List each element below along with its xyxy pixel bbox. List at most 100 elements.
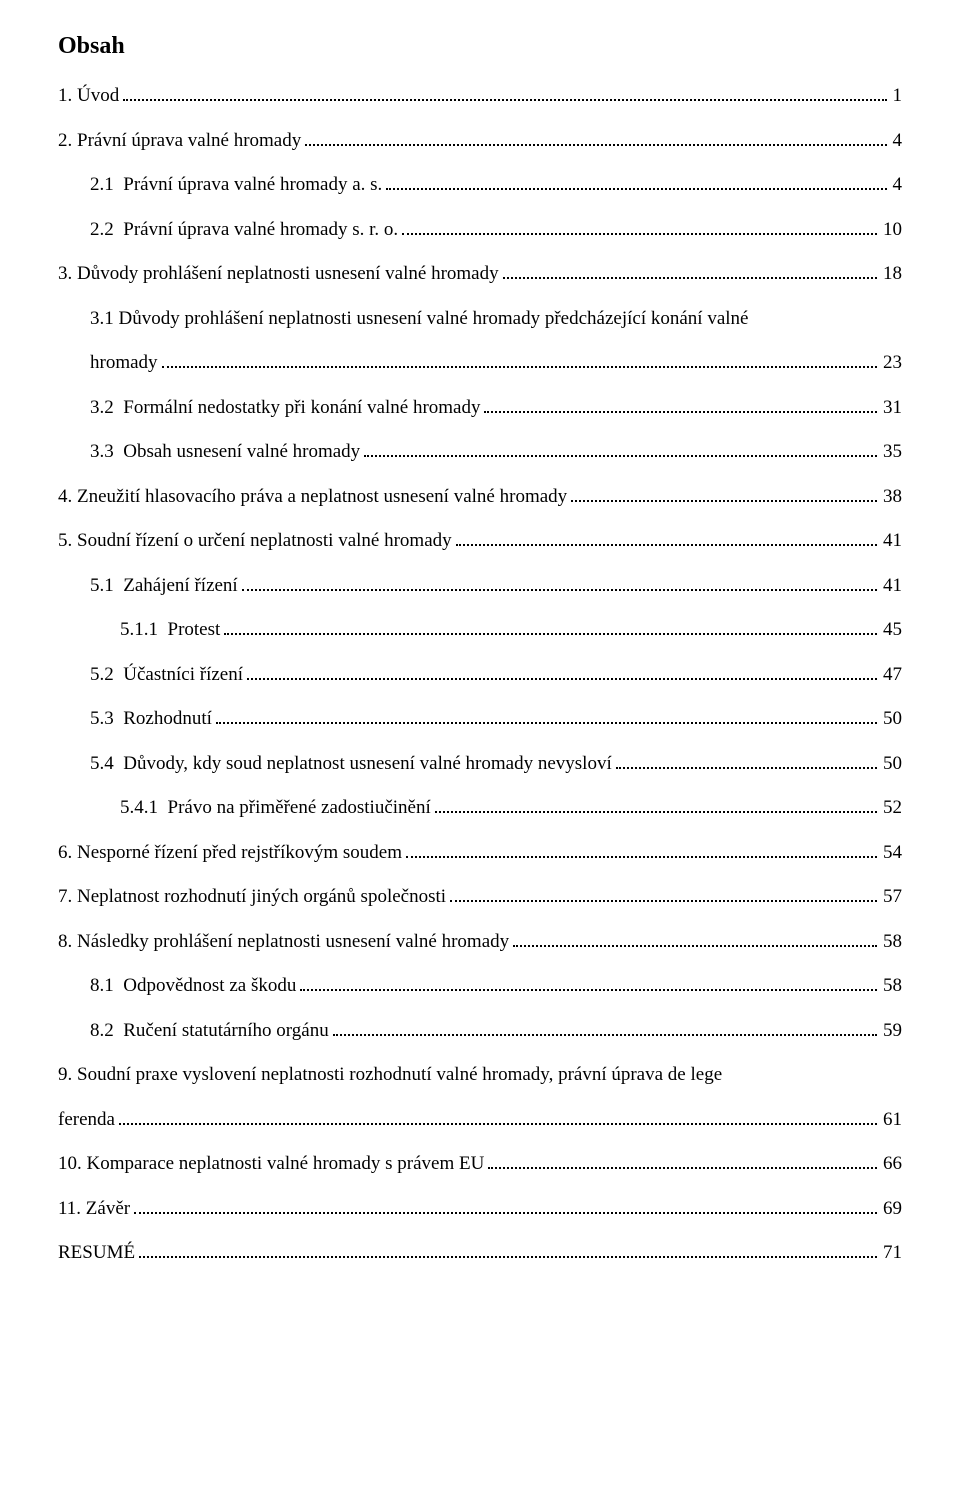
toc-entry: 3. Důvody prohlášení neplatnosti usnesen…: [58, 260, 902, 289]
toc-entry: 5.2 Účastníci řízení 47: [58, 661, 902, 690]
toc-entry-text: 11. Závěr: [58, 1195, 130, 1224]
toc-entry: 2. Právní úprava valné hromady 4: [58, 127, 902, 156]
toc-leader-dots: [123, 84, 886, 101]
toc-entry-page: 47: [881, 661, 902, 690]
toc-entry-page: 31: [881, 394, 902, 423]
toc-entry-page: 71: [881, 1239, 902, 1268]
toc-entry: 8.1 Odpovědnost za škodu 58: [58, 972, 902, 1001]
toc-leader-dots: [119, 1107, 877, 1124]
toc-entry: 11. Závěr 69: [58, 1195, 902, 1224]
toc-entry: 5.4.1 Právo na přiměřené zadostiučinění 5…: [58, 794, 902, 823]
toc-entry-page: 58: [881, 928, 902, 957]
toc-entry: 8.2 Ručení statutárního orgánu 59: [58, 1017, 902, 1046]
toc-leader-dots: [513, 929, 877, 946]
toc-leader-dots: [616, 751, 877, 768]
toc-entry-page: 38: [881, 483, 902, 512]
toc-entry: 3.1 Důvody prohlášení neplatnosti usnese…: [58, 305, 902, 378]
toc-entry-text: 5. Soudní řízení o určení neplatnosti va…: [58, 527, 452, 556]
toc-entry-text: 3.2 Formální nedostatky při konání valné…: [90, 394, 480, 423]
toc-entry-page: 66: [881, 1150, 902, 1179]
toc-entry: 5.1.1 Protest 45: [58, 616, 902, 645]
toc-entry: 7. Neplatnost rozhodnutí jiných orgánů s…: [58, 883, 902, 912]
toc-entry-text: 5.3 Rozhodnutí: [90, 705, 212, 734]
toc-entry-text: 3. Důvody prohlášení neplatnosti usnesen…: [58, 260, 499, 289]
toc-title: Obsah: [58, 28, 902, 64]
toc-entry-line2-row: hromady23: [90, 349, 902, 378]
toc-entry-page: 59: [881, 1017, 902, 1046]
toc-entry-text: 2. Právní úprava valné hromady: [58, 127, 301, 156]
toc-entry: 1. Úvod1: [58, 82, 902, 111]
toc-entry-text: 5.4.1 Právo na přiměřené zadostiučinění: [120, 794, 431, 823]
toc-entry: 3.2 Formální nedostatky při konání valné…: [58, 394, 902, 423]
toc-entry-text: 5.1 Zahájení řízení: [90, 572, 238, 601]
toc-leader-dots: [456, 529, 877, 546]
toc-leader-dots: [503, 262, 877, 279]
toc-entry-text-line2: ferenda: [58, 1106, 115, 1135]
toc-entry: 2.2 Právní úprava valné hromady s. r. o.…: [58, 216, 902, 245]
toc-leader-dots: [134, 1196, 877, 1213]
toc-leader-dots: [364, 440, 877, 457]
toc-leader-dots: [333, 1018, 877, 1035]
toc-container: 1. Úvod12. Právní úprava valné hromady42…: [58, 82, 902, 1268]
toc-entry: 5.3 Rozhodnutí 50: [58, 705, 902, 734]
toc-entry-page: 52: [881, 794, 902, 823]
toc-entry-page: 50: [881, 750, 902, 779]
toc-entry-text: 2.1 Právní úprava valné hromady a. s.: [90, 171, 382, 200]
toc-entry-text: 2.2 Právní úprava valné hromady s. r. o.: [90, 216, 398, 245]
toc-leader-dots: [484, 395, 877, 412]
toc-entry: 5.4 Důvody, kdy soud neplatnost usnesení…: [58, 750, 902, 779]
toc-entry-page: 54: [881, 839, 902, 868]
toc-entry-text: 4. Zneužití hlasovacího práva a neplatno…: [58, 483, 567, 512]
toc-entry: RESUMÉ 71: [58, 1239, 902, 1268]
toc-entry-page: 18: [881, 260, 902, 289]
toc-entry: 4. Zneužití hlasovacího práva a neplatno…: [58, 483, 902, 512]
toc-entry: 5.1 Zahájení řízení 41: [58, 572, 902, 601]
toc-entry-line2-row: ferenda 61: [58, 1106, 902, 1135]
toc-entry-text: 6. Nesporné řízení před rejstříkovým sou…: [58, 839, 402, 868]
toc-leader-dots: [139, 1241, 877, 1258]
toc-entry-text: 5.1.1 Protest: [120, 616, 220, 645]
toc-leader-dots: [305, 128, 886, 145]
toc-entry-page: 4: [891, 171, 903, 200]
toc-entry-page: 10: [881, 216, 902, 245]
toc-entry-text-line1: 9. Soudní praxe vyslovení neplatnosti ro…: [58, 1061, 902, 1090]
toc-entry: 10. Komparace neplatnosti valné hromady …: [58, 1150, 902, 1179]
toc-entry-page: 41: [881, 572, 902, 601]
toc-entry-text: 8. Následky prohlášení neplatnosti usnes…: [58, 928, 509, 957]
toc-entry-text: 7. Neplatnost rozhodnutí jiných orgánů s…: [58, 883, 446, 912]
toc-leader-dots: [571, 484, 877, 501]
toc-entry-page: 41: [881, 527, 902, 556]
toc-entry-page: 57: [881, 883, 902, 912]
toc-entry-text: RESUMÉ: [58, 1239, 135, 1268]
toc-leader-dots: [162, 351, 877, 368]
toc-entry-page: 61: [881, 1106, 902, 1135]
toc-entry-page: 1: [891, 82, 903, 111]
toc-entry-text: 8.2 Ručení statutárního orgánu: [90, 1017, 329, 1046]
toc-leader-dots: [216, 707, 877, 724]
toc-entry: 9. Soudní praxe vyslovení neplatnosti ro…: [58, 1061, 902, 1134]
toc-entry-page: 69: [881, 1195, 902, 1224]
toc-leader-dots: [435, 796, 877, 813]
toc-entry-text: 5.2 Účastníci řízení: [90, 661, 243, 690]
toc-leader-dots: [247, 662, 877, 679]
toc-leader-dots: [406, 840, 877, 857]
toc-entry-page: 50: [881, 705, 902, 734]
toc-leader-dots: [224, 618, 877, 635]
toc-entry-text: 3.3 Obsah usnesení valné hromady: [90, 438, 360, 467]
toc-entry-page: 23: [881, 349, 902, 378]
toc-entry-page: 58: [881, 972, 902, 1001]
toc-leader-dots: [386, 173, 886, 190]
toc-entry-page: 4: [891, 127, 903, 156]
toc-entry-text: 10. Komparace neplatnosti valné hromady …: [58, 1150, 484, 1179]
toc-entry: 8. Následky prohlášení neplatnosti usnes…: [58, 928, 902, 957]
toc-entry-text: 8.1 Odpovědnost za škodu: [90, 972, 296, 1001]
toc-entry-text: 5.4 Důvody, kdy soud neplatnost usnesení…: [90, 750, 612, 779]
toc-entry-text-line1: 3.1 Důvody prohlášení neplatnosti usnese…: [90, 305, 902, 334]
toc-entry: 6. Nesporné řízení před rejstříkovým sou…: [58, 839, 902, 868]
toc-leader-dots: [402, 217, 877, 234]
toc-entry-page: 35: [881, 438, 902, 467]
toc-leader-dots: [300, 974, 877, 991]
toc-entry-page: 45: [881, 616, 902, 645]
toc-entry: 5. Soudní řízení o určení neplatnosti va…: [58, 527, 902, 556]
toc-entry: 3.3 Obsah usnesení valné hromady 35: [58, 438, 902, 467]
